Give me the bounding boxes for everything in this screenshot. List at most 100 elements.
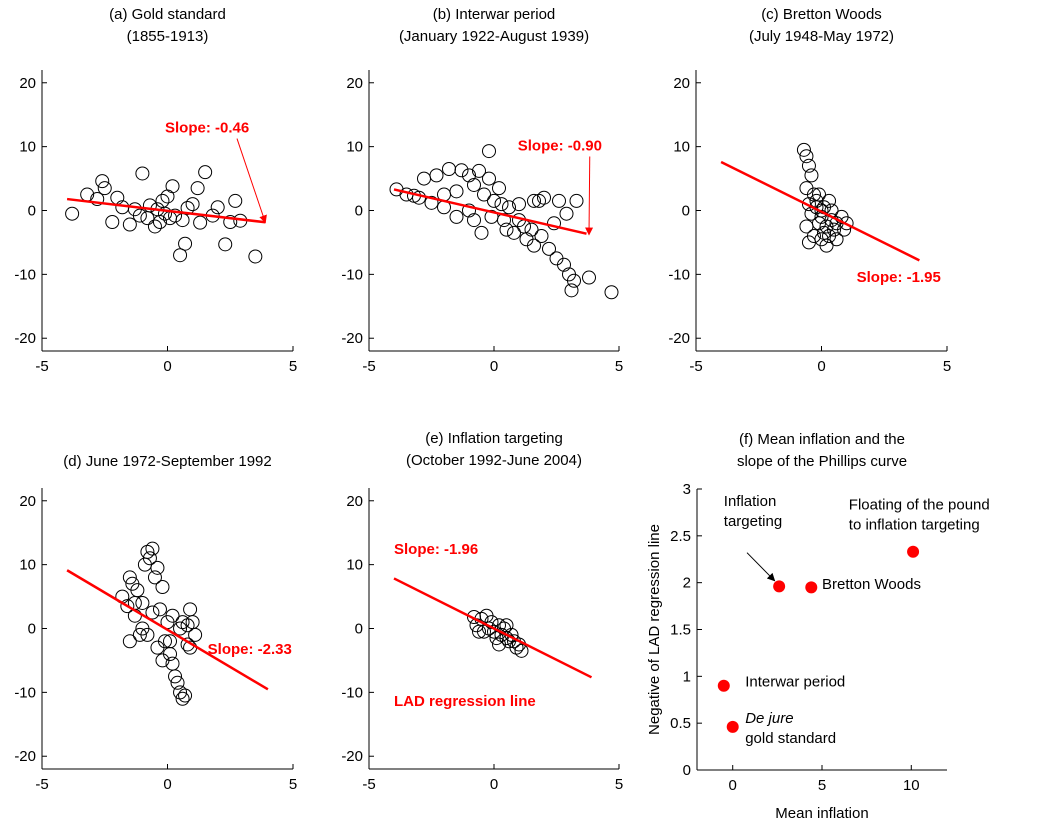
x-tick-label: -5 (35, 776, 48, 793)
y-tick-label: 20 (346, 75, 363, 92)
data-point (165, 608, 180, 623)
data-point (132, 208, 147, 223)
point-label: Bretton Woods (822, 576, 921, 593)
point-label: De jure (745, 710, 793, 727)
data-point (804, 168, 819, 183)
lad-regression-line (66, 197, 266, 224)
data-point (805, 581, 818, 594)
panel-b-title: (January 1922-August 1939) (399, 28, 589, 45)
y-tick-label: 10 (346, 139, 363, 156)
data-point (110, 190, 125, 205)
x-tick-label: 0 (163, 358, 171, 375)
data-point (542, 241, 556, 256)
x-tick-label: 10 (903, 777, 920, 794)
data-point (519, 232, 534, 247)
data-point (155, 579, 170, 594)
data-point (97, 181, 112, 196)
lad-regression-line (393, 577, 593, 679)
data-point (170, 675, 185, 690)
data-point (822, 193, 837, 208)
data-point (417, 171, 431, 186)
x-tick-label: 0 (817, 358, 825, 375)
data-point (524, 222, 539, 237)
data-point (482, 144, 496, 159)
data-point (173, 621, 188, 636)
lad-regression-line (720, 160, 920, 262)
x-axis-label: Mean inflation (775, 805, 868, 822)
data-point (474, 225, 489, 240)
data-point (122, 217, 137, 232)
data-point (190, 181, 205, 196)
data-point (228, 193, 243, 208)
y-tick-label: -10 (14, 266, 36, 283)
data-point (726, 720, 739, 733)
point-label: targeting (724, 513, 782, 530)
data-point (142, 198, 157, 213)
data-point (210, 200, 225, 215)
data-point (173, 248, 188, 263)
data-point (907, 545, 920, 558)
data-point (449, 184, 464, 199)
y-tick-label: -20 (14, 748, 36, 765)
x-tick-label: -5 (362, 358, 375, 375)
panel-b: (b) Interwar period (January 1922-August … (341, 6, 623, 375)
data-point (467, 177, 481, 192)
data-point (557, 257, 571, 272)
data-point (122, 570, 137, 585)
data-point (537, 190, 551, 205)
slope-arrow (585, 156, 594, 236)
data-point (567, 273, 581, 288)
panel-f-title: slope of the Phillips curve (737, 453, 907, 470)
data-point (140, 211, 155, 226)
data-point (472, 624, 486, 639)
data-point (163, 647, 178, 662)
data-point (150, 560, 165, 575)
data-point (80, 187, 95, 202)
slope-annotation: Slope: -1.95 (857, 269, 941, 286)
data-point (477, 187, 491, 202)
panel-d-title: (d) June 1972-September 1992 (63, 453, 271, 470)
data-point (165, 179, 180, 194)
y-tick-label: -10 (14, 684, 36, 701)
y-tick-label: 0 (683, 762, 691, 779)
lad-regression-line (393, 188, 587, 235)
data-point (429, 168, 444, 183)
panel-a-title: (a) Gold standard (109, 6, 226, 23)
data-point (175, 691, 190, 706)
data-point (827, 222, 842, 237)
y-tick-label: 0 (682, 203, 690, 220)
data-point (569, 193, 584, 208)
data-point (65, 206, 80, 221)
slope-annotation: Slope: -0.90 (518, 137, 602, 154)
point-label: to inflation targeting (849, 517, 980, 534)
panel-e-title: (e) Inflation targeting (425, 430, 563, 447)
data-point (132, 627, 147, 642)
data-point (494, 197, 509, 212)
data-point (552, 193, 566, 208)
data-point (717, 679, 730, 692)
x-tick-label: 0 (490, 358, 498, 375)
data-point (168, 208, 183, 223)
slope-arrow (236, 138, 267, 224)
data-point (152, 214, 167, 229)
data-point (90, 192, 105, 207)
panel-c: (c) Bretton Woods (July 1948-May 1972) -5 0… (668, 6, 951, 375)
y-tick-label: -10 (341, 266, 363, 283)
slope-annotation: Slope: -0.46 (165, 120, 249, 137)
y-tick-label: -20 (668, 330, 690, 347)
data-point (547, 216, 561, 231)
data-point (801, 197, 816, 212)
data-point (499, 618, 514, 633)
data-point (135, 166, 150, 181)
data-point (180, 200, 195, 215)
y-axis-label: Negative of LAD regression line (646, 524, 663, 735)
y-tick-label: 0 (28, 621, 36, 638)
data-point (462, 168, 476, 183)
data-point (507, 225, 521, 240)
panel-e: (e) Inflation targeting (October 1992-Jun… (341, 430, 623, 793)
panel-a-title: (1855-1913) (127, 28, 209, 45)
data-point (829, 232, 844, 247)
panel-f-title: (f) Mean inflation and the (739, 431, 905, 448)
data-point (811, 187, 826, 202)
y-tick-label: 0 (355, 203, 363, 220)
